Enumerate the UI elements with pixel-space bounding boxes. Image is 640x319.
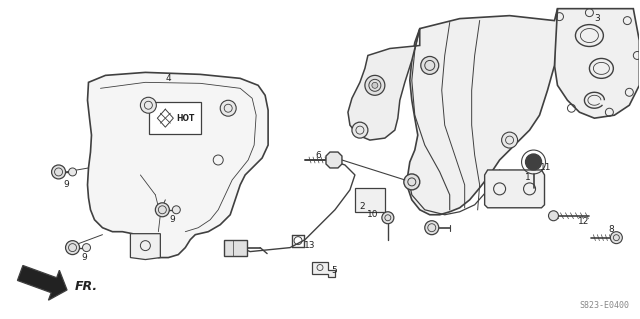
Text: FR.: FR. — [75, 280, 98, 293]
Text: 5: 5 — [331, 266, 337, 275]
Polygon shape — [312, 262, 335, 278]
Circle shape — [420, 56, 439, 74]
Polygon shape — [554, 9, 639, 118]
Text: 9: 9 — [82, 253, 88, 262]
Circle shape — [68, 168, 77, 176]
Circle shape — [83, 244, 90, 252]
Text: 3: 3 — [595, 14, 600, 23]
Text: S823-E0400: S823-E0400 — [579, 301, 629, 310]
Circle shape — [352, 122, 368, 138]
Polygon shape — [326, 152, 342, 168]
Polygon shape — [355, 188, 385, 212]
Text: 8: 8 — [609, 225, 614, 234]
Polygon shape — [131, 234, 161, 260]
Text: 11: 11 — [540, 163, 551, 173]
Circle shape — [548, 211, 559, 221]
Circle shape — [156, 203, 170, 217]
Text: 4: 4 — [166, 74, 171, 83]
Polygon shape — [224, 240, 247, 256]
Text: 13: 13 — [304, 241, 316, 250]
Circle shape — [172, 206, 180, 214]
Text: 12: 12 — [578, 217, 589, 226]
Circle shape — [365, 75, 385, 95]
Circle shape — [140, 97, 156, 113]
Polygon shape — [348, 29, 420, 140]
Text: HOT: HOT — [176, 114, 195, 123]
Polygon shape — [88, 72, 268, 257]
Circle shape — [65, 241, 79, 255]
Text: 2: 2 — [359, 202, 365, 211]
Circle shape — [525, 154, 541, 170]
Text: 9: 9 — [170, 215, 175, 224]
FancyBboxPatch shape — [149, 102, 201, 134]
Polygon shape — [408, 9, 557, 215]
Circle shape — [404, 174, 420, 190]
Circle shape — [502, 132, 518, 148]
Text: 1: 1 — [525, 174, 531, 182]
Text: 6: 6 — [315, 151, 321, 160]
Polygon shape — [484, 170, 545, 208]
Circle shape — [220, 100, 236, 116]
Circle shape — [372, 82, 378, 88]
Circle shape — [382, 212, 394, 224]
Polygon shape — [17, 265, 67, 300]
Text: 10: 10 — [367, 210, 379, 219]
Circle shape — [611, 232, 622, 244]
Text: 9: 9 — [63, 180, 69, 189]
Circle shape — [425, 221, 439, 235]
Circle shape — [52, 165, 65, 179]
Text: 7: 7 — [427, 222, 433, 231]
